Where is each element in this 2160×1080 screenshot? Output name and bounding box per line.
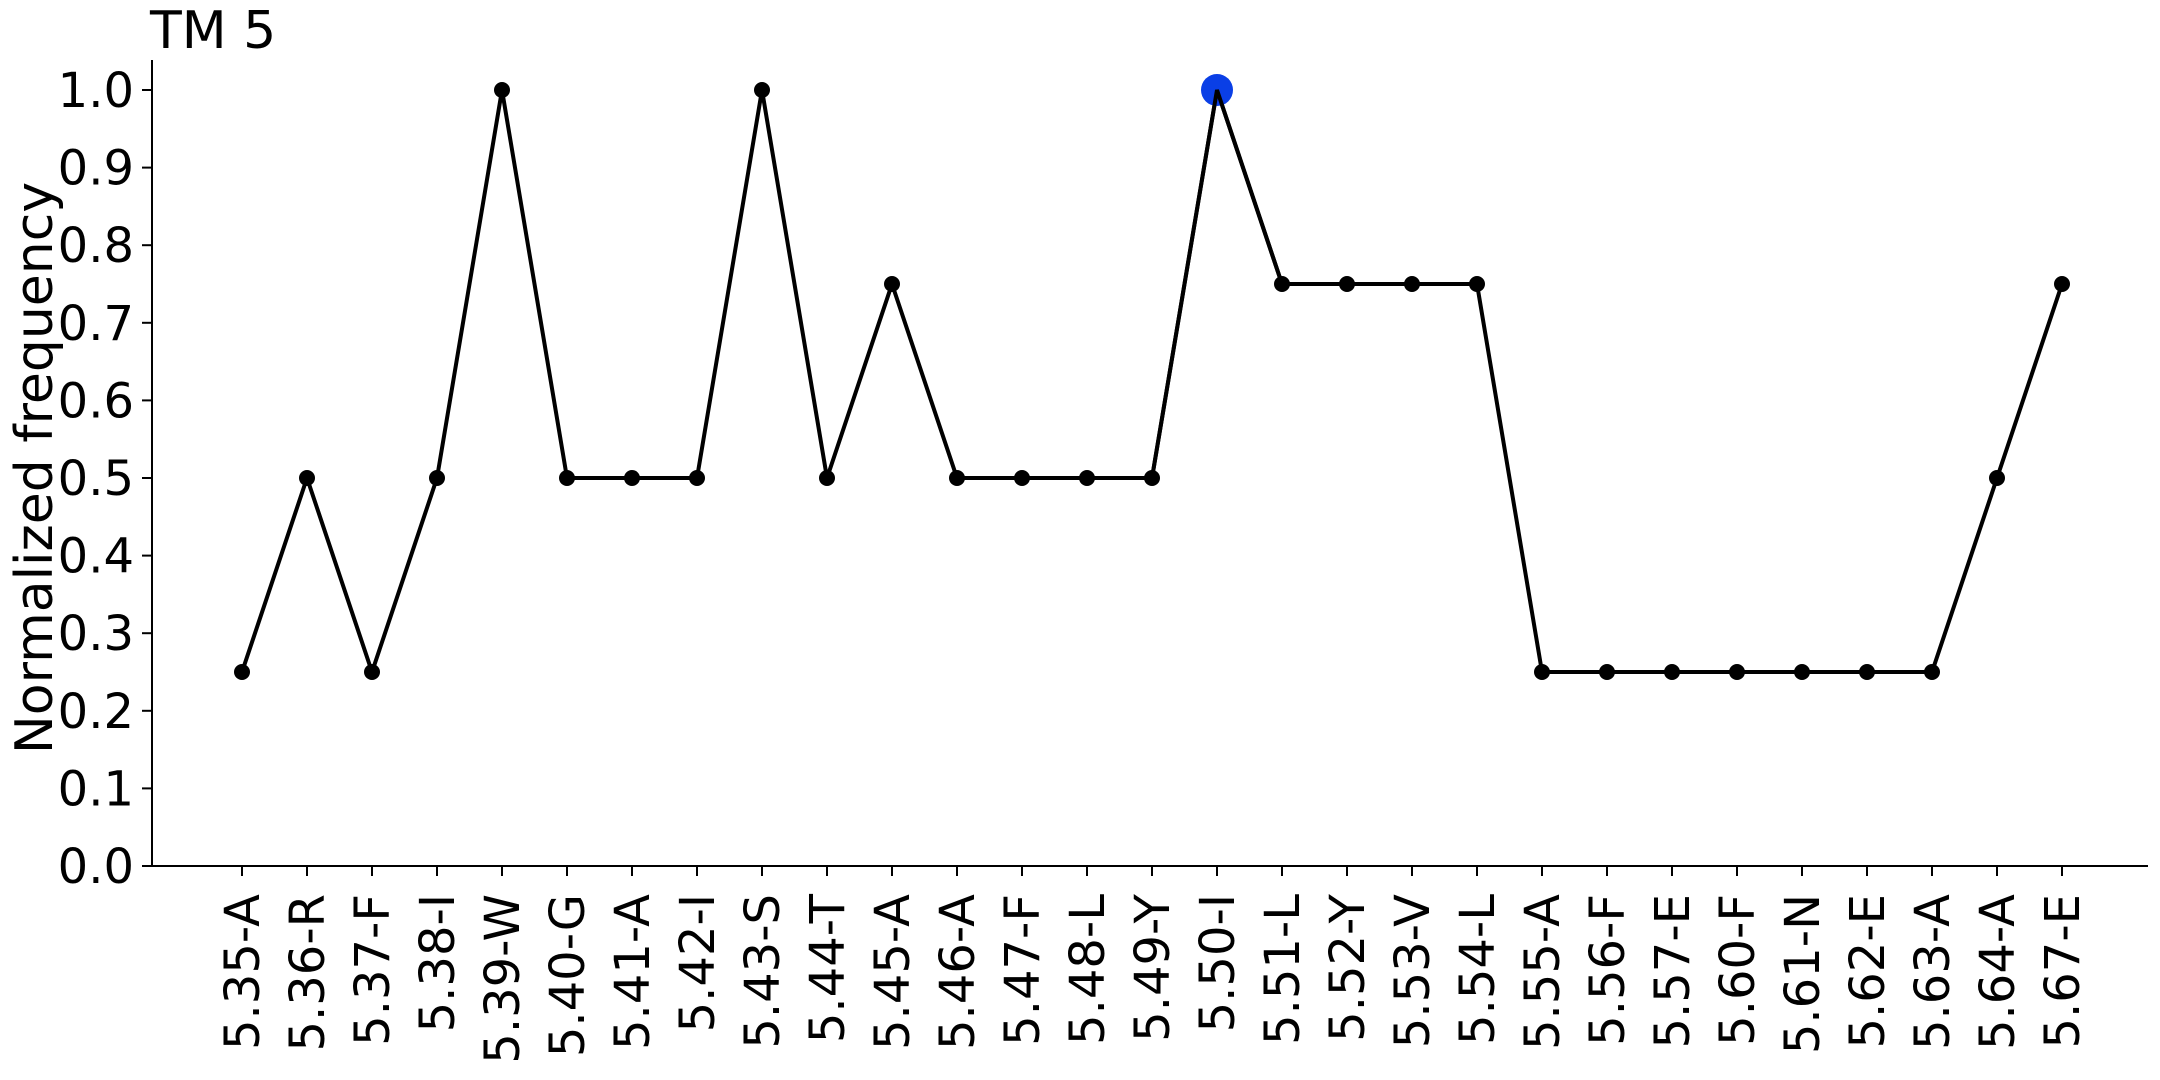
x-tick-label: 5.40-G xyxy=(540,894,596,1057)
x-tick-label: 5.51-L xyxy=(1255,894,1311,1045)
x-tick-label: 5.53-V xyxy=(1385,894,1441,1048)
data-point xyxy=(1859,664,1875,680)
data-point xyxy=(1534,664,1550,680)
x-tick-label: 5.54-L xyxy=(1450,894,1506,1045)
data-point xyxy=(884,276,900,292)
x-tick-label: 5.36-R xyxy=(280,894,336,1052)
data-point xyxy=(299,470,315,486)
y-tick-label: 0.9 xyxy=(58,141,134,197)
data-point xyxy=(1794,664,1810,680)
data-points xyxy=(234,74,2070,680)
data-point xyxy=(819,470,835,486)
data-point xyxy=(1989,470,2005,486)
series-line xyxy=(240,89,2064,679)
data-point xyxy=(689,470,705,486)
data-point xyxy=(1014,470,1030,486)
y-tick-label: 0.0 xyxy=(58,839,134,895)
data-point xyxy=(1469,276,1485,292)
y-tick-label: 0.1 xyxy=(58,761,134,817)
data-point xyxy=(754,82,770,98)
x-tick-label: 5.64-A xyxy=(1970,894,2026,1050)
data-point xyxy=(559,470,575,486)
data-point xyxy=(1599,664,1615,680)
x-tick-label: 5.50-I xyxy=(1190,894,1246,1032)
x-tick-label: 5.49-Y xyxy=(1125,893,1181,1042)
x-tick-label: 5.45-A xyxy=(865,894,921,1050)
y-tick-label: 0.7 xyxy=(58,296,134,352)
x-tick-label: 5.35-A xyxy=(215,894,271,1050)
x-tick-label: 5.43-S xyxy=(735,894,791,1049)
x-tick-label: 5.38-I xyxy=(410,894,466,1032)
data-point xyxy=(1924,664,1940,680)
data-point xyxy=(429,470,445,486)
data-point xyxy=(1079,470,1095,486)
data-point xyxy=(234,664,250,680)
data-point xyxy=(1339,276,1355,292)
series-line-overlay xyxy=(1150,89,1284,479)
x-tick-label: 5.60-F xyxy=(1710,894,1766,1046)
x-tick-label: 5.67-E xyxy=(2035,894,2091,1049)
data-point xyxy=(494,82,510,98)
x-tick-label: 5.57-E xyxy=(1645,894,1701,1049)
x-tick-label: 5.46-A xyxy=(930,894,986,1050)
y-tick-label: 0.5 xyxy=(58,451,134,507)
data-point xyxy=(624,470,640,486)
x-tick-label: 5.61-N xyxy=(1775,894,1831,1054)
x-tick-label: 5.56-F xyxy=(1580,894,1636,1046)
x-tick-label: 5.42-I xyxy=(670,894,726,1032)
chart-title: TM 5 xyxy=(149,1,276,61)
x-tick-label: 5.37-F xyxy=(345,894,401,1046)
data-point xyxy=(1404,276,1420,292)
y-tick-label: 0.4 xyxy=(58,529,134,585)
y-tick-label: 0.3 xyxy=(58,606,134,662)
x-ticks: 5.35-A 5.36-R 5.37-F 5.38-I 5.39-W 5.40-G 5.41… xyxy=(215,866,2091,1064)
y-tick-label: 1.0 xyxy=(58,63,134,119)
x-tick-label: 5.47-F xyxy=(995,894,1051,1046)
x-tick-label: 5.63-A xyxy=(1905,894,1961,1050)
x-tick-label: 5.48-L xyxy=(1060,894,1116,1045)
x-tick-label: 5.41-A xyxy=(605,894,661,1050)
y-tick-label: 0.6 xyxy=(58,373,134,429)
y-tick-label: 0.2 xyxy=(58,684,134,740)
data-point xyxy=(1729,664,1745,680)
data-point xyxy=(2054,276,2070,292)
x-tick-label: 5.44-T xyxy=(800,893,856,1043)
x-tick-label: 5.62-E xyxy=(1840,894,1896,1049)
x-tick-label: 5.52-Y xyxy=(1320,893,1376,1042)
data-point xyxy=(1664,664,1680,680)
data-point xyxy=(364,664,380,680)
y-axis-label: Normalized frequency xyxy=(5,182,65,754)
x-tick-label: 5.39-W xyxy=(475,894,531,1064)
data-point xyxy=(949,470,965,486)
y-ticks: 0.0 0.1 0.2 0.3 0.4 0.5 0.6 0.7 0.8 0.9 1.0 xyxy=(58,63,152,895)
x-tick-label: 5.55-A xyxy=(1515,894,1571,1050)
y-tick-label: 0.8 xyxy=(58,218,134,274)
